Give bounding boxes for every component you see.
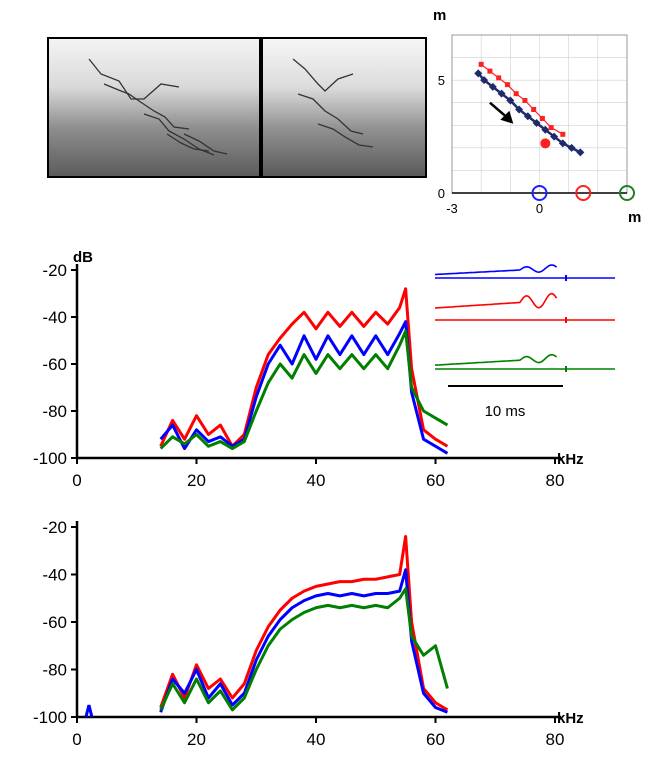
waveform-trace: [435, 353, 558, 366]
x-tick-label: -3: [446, 201, 458, 216]
trajectory-point: [539, 116, 545, 122]
x-tick-label: 80: [546, 730, 565, 749]
direction-arrowhead: [500, 110, 514, 124]
y-tick-label: -80: [42, 661, 67, 680]
y-tick-label: -20: [42, 518, 67, 537]
x-unit-label: kHz: [557, 451, 584, 468]
scale-bar-label: 10 ms: [485, 403, 526, 420]
highlight-point: [540, 138, 551, 149]
trajectory-point: [558, 139, 567, 148]
y-tick-label: -100: [33, 449, 67, 468]
trajectory-point: [504, 82, 510, 88]
trajectory-point: [506, 96, 515, 105]
x-tick-label: 0: [72, 730, 81, 749]
x-tick-label: 40: [307, 730, 326, 749]
spectrum-blip: [84, 704, 94, 718]
receiver-marker: [619, 185, 635, 201]
trajectory-point: [541, 125, 550, 134]
y-tick-label: -20: [42, 261, 67, 280]
direction-arrow: [489, 101, 508, 118]
y-tick-label: -40: [42, 308, 67, 327]
bat-trajectory-trace-left: [88, 58, 228, 156]
y-tick-label: -40: [42, 566, 67, 585]
x-tick-label: 0: [72, 471, 81, 490]
trajectory-point: [488, 82, 497, 91]
y-tick-label: -80: [42, 402, 67, 421]
y-unit-label: dB: [73, 249, 93, 266]
x-tick-label: 80: [546, 471, 565, 490]
trajectory-point: [474, 69, 483, 78]
trajectory-point: [522, 97, 528, 103]
receiver-marker: [575, 185, 592, 201]
x-tick-label: 40: [307, 471, 326, 490]
y-tick-label: 5: [438, 73, 445, 88]
x-unit-label: kHz: [557, 710, 584, 727]
x-tick-label: 20: [187, 471, 206, 490]
trajectory-point: [550, 132, 559, 141]
trajectory-point: [478, 61, 484, 67]
trajectory-point: [532, 119, 541, 128]
x-tick-label: 60: [426, 730, 445, 749]
bat-trajectory-trace-right: [292, 58, 374, 148]
trajectory-point: [480, 76, 489, 85]
spectrum-line: [159, 587, 449, 712]
trajectory-point: [487, 68, 493, 74]
spectrum-line: [159, 287, 449, 448]
trajectory-point: [497, 89, 506, 98]
trajectory-line: [480, 63, 564, 135]
y-tick-label: 0: [438, 186, 445, 201]
x-tick-label: 0: [536, 201, 543, 216]
y-tick-label: -60: [42, 613, 67, 632]
spectrum-line: [159, 329, 449, 451]
waveform-trace: [434, 292, 558, 309]
echogram-image-right: [261, 37, 427, 178]
x-unit-label: m: [628, 209, 641, 226]
trajectory-point: [560, 131, 566, 137]
y-tick-label: -100: [33, 708, 67, 727]
spectrum-line: [159, 568, 449, 714]
receiver-marker: [531, 185, 548, 201]
spectrum-line: [159, 320, 449, 455]
trajectory-point: [531, 106, 537, 112]
waveform-trace: [434, 264, 558, 276]
y-unit-label: m: [433, 7, 446, 24]
trajectory-point: [496, 75, 502, 81]
x-tick-label: 20: [187, 730, 206, 749]
trajectory-point: [576, 148, 585, 157]
trajectory-point: [515, 105, 524, 114]
spectrum-line: [159, 535, 449, 712]
trajectory-point: [523, 112, 532, 121]
y-tick-label: -60: [42, 355, 67, 374]
trajectory-point: [513, 91, 519, 97]
echogram-image-left: [47, 37, 261, 178]
trajectory-point: [548, 125, 554, 131]
x-tick-label: 60: [426, 471, 445, 490]
trajectory-point: [567, 143, 576, 152]
